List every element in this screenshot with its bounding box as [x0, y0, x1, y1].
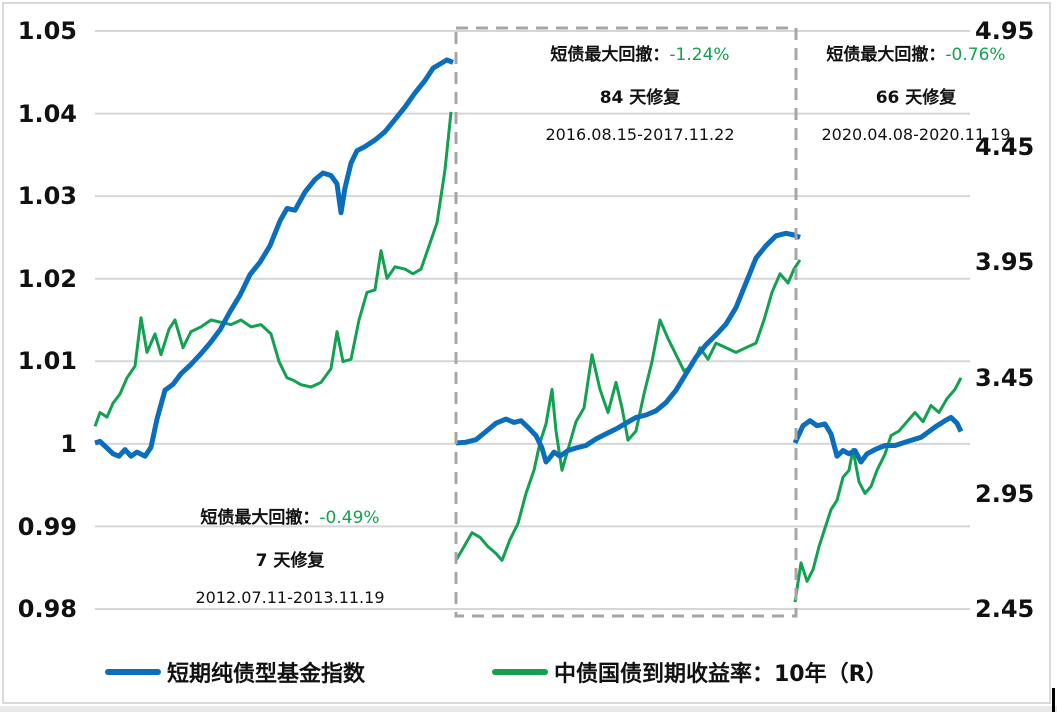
right-axis-tick: 3.45: [975, 364, 1035, 392]
legend-swatch-blue: [105, 669, 161, 675]
left-axis-tick: 1.05: [17, 17, 77, 45]
left-axis-tick: 0.98: [17, 595, 77, 623]
date-range: 2016.08.15-2017.11.22: [545, 125, 735, 144]
annotation-2012: 短债最大回撤：-0.49% 7 天修复 2012.07.11-2013.11.1…: [160, 503, 420, 607]
right-axis-tick: 4.45: [975, 133, 1035, 161]
yield-line: [93, 111, 453, 427]
annotation-2016: 短债最大回撤：-1.24% 84 天修复 2016.08.15-2017.11.…: [510, 40, 770, 144]
legend-label: 中债国债到期收益率：10年（R）: [554, 662, 888, 687]
fund-index-line: [792, 414, 964, 465]
recovery-days: 66 天修复: [875, 88, 957, 108]
recovery-days: 7 天修复: [255, 551, 325, 571]
bottom-border: [0, 706, 1057, 712]
left-axis-tick: 1.03: [17, 182, 77, 210]
recovery-days: 84 天修复: [599, 88, 681, 108]
left-axis-tick: 1: [60, 430, 77, 458]
right-axis-tick: 3.95: [975, 248, 1035, 276]
right-axis-tick: 2.95: [975, 480, 1035, 508]
drawdown-value: -0.76%: [945, 45, 1006, 65]
yield-line: [793, 377, 963, 603]
annotation-2020: 短债最大回撤：-0.76% 66 天修复 2020.04.08-2020.11.…: [786, 40, 1046, 144]
left-axis-tick: 1.01: [17, 347, 77, 375]
legend-item-fund-index: 短期纯债型基金指数: [105, 656, 365, 688]
yield-line: [454, 259, 802, 562]
date-range: 2020.04.08-2020.11.19: [821, 125, 1011, 144]
chart-frame: [2, 2, 1051, 704]
drawdown-value: -0.49%: [319, 508, 380, 528]
left-axis-tick: 1.02: [17, 265, 77, 293]
drawdown-label: 短债最大回撤：: [826, 45, 946, 65]
drawdown-value: -1.24%: [669, 45, 730, 65]
right-axis-tick: 4.95: [975, 17, 1035, 45]
highlight-box: [454, 26, 798, 618]
date-range: 2012.07.11-2013.11.19: [195, 588, 385, 607]
fund-index-line: [455, 230, 801, 465]
fund-index-line: [94, 57, 454, 459]
left-axis-tick: 0.99: [17, 513, 77, 541]
legend-label: 短期纯债型基金指数: [167, 662, 366, 687]
legend-swatch-green: [492, 669, 548, 675]
left-axis-tick: 1.04: [17, 100, 77, 128]
drawdown-label: 短债最大回撤：: [200, 508, 320, 528]
legend-item-yield: 中债国债到期收益率：10年（R）: [492, 656, 888, 688]
drawdown-label: 短债最大回撤：: [550, 45, 670, 65]
right-axis-tick: 2.45: [975, 595, 1035, 623]
corner-mark: [1052, 688, 1055, 712]
series-lines: [93, 57, 964, 603]
